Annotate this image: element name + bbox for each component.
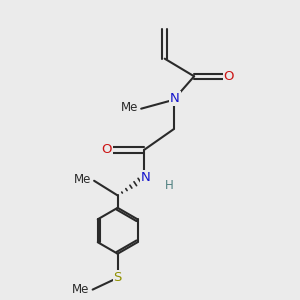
Text: Me: Me	[72, 283, 90, 296]
Text: H: H	[165, 179, 173, 192]
Text: Me: Me	[121, 101, 138, 114]
Text: N: N	[170, 92, 180, 105]
Text: N: N	[141, 171, 151, 184]
Text: O: O	[101, 143, 112, 156]
Text: O: O	[224, 70, 234, 83]
Text: S: S	[113, 271, 122, 284]
Text: Me: Me	[74, 173, 91, 186]
